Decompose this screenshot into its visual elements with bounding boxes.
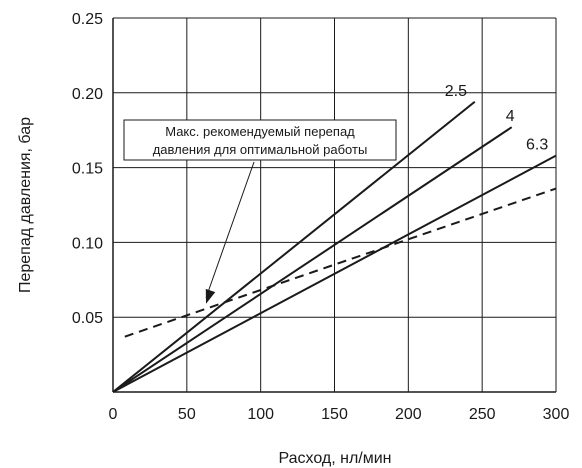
series-line-2-5	[112, 100, 476, 393]
y-tick-label-4: 0.25	[72, 11, 103, 28]
series-line-max-recommended	[124, 187, 557, 338]
x-axis-title: Расход, нл/мин	[278, 450, 391, 467]
y-axis-title: Перепад давления, бар	[17, 117, 34, 293]
series-line-6-3	[112, 154, 557, 393]
x-tick-label-3: 150	[321, 406, 348, 423]
y-tick-label-2: 0.15	[72, 161, 103, 178]
annotation-line-2: давления для оптимальной работы	[153, 142, 368, 157]
grid	[113, 17, 557, 392]
y-tick-label-1: 0.10	[72, 235, 103, 252]
y-tick-labels: 0.05 0.10 0.15 0.20 0.25	[72, 11, 103, 327]
x-tick-label-2: 100	[247, 406, 274, 423]
series-lines	[112, 100, 557, 393]
x-tick-label-1: 50	[178, 406, 196, 423]
x-tick-label-4: 200	[395, 406, 422, 423]
series-label-2-5: 2.5	[445, 83, 467, 100]
annotation-box	[123, 119, 397, 161]
annotation-arrow-line	[205, 161, 255, 298]
x-tick-label-5: 250	[469, 406, 496, 423]
axes	[112, 18, 556, 393]
x-tick-label-6: 300	[543, 406, 570, 423]
series-labels: 2.5 4 6.3	[445, 83, 549, 154]
annotation-line-1: Макс. рекомендуемый перепад	[165, 124, 355, 139]
x-tick-label-0: 0	[109, 406, 118, 423]
y-tick-label-3: 0.20	[72, 86, 103, 103]
series-label-4: 4	[506, 108, 515, 125]
x-tick-labels: 0 50 100 150 200 250 300	[109, 406, 570, 423]
annotation-arrow-head	[205, 288, 216, 304]
series-label-6-3: 6.3	[526, 137, 548, 154]
annotation: Макс. рекомендуемый перепад давления для…	[123, 119, 397, 304]
y-tick-label-0: 0.05	[72, 310, 103, 327]
series-line-4	[112, 126, 513, 393]
